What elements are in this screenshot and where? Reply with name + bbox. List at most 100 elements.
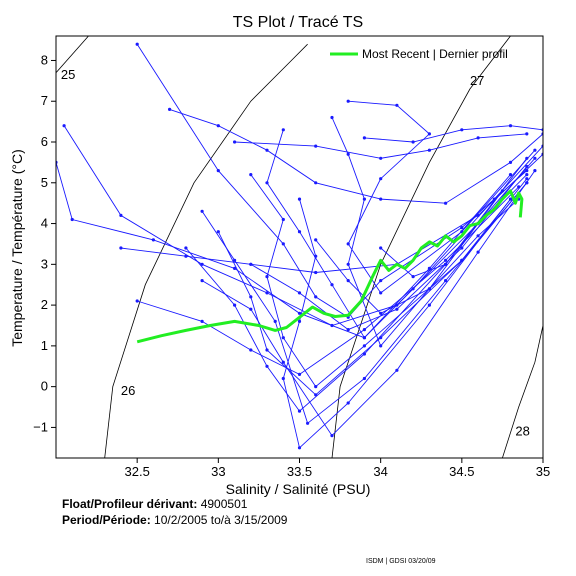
float-label: Float/Profileur dérivant: [62,497,198,511]
profile-point [476,213,480,217]
x-tick-label: 34 [373,464,387,479]
profile-point [273,319,277,323]
profile-point [265,291,269,295]
profile-point [233,266,237,270]
profile-point [525,173,529,177]
profile-point [362,376,366,381]
profile-point [460,246,464,250]
profile-point [314,385,318,389]
x-tick-label: 33.5 [287,464,312,479]
profile-point [427,266,431,270]
profile-point [346,152,350,156]
y-tick-label: 4 [41,216,48,231]
profile-point [314,254,318,258]
profile-point [297,446,302,450]
profile-point [362,344,366,348]
profile-point [427,148,431,152]
profile-point [379,336,383,340]
profile-point [525,156,529,160]
profile-point [460,128,464,132]
profile-line [347,100,536,294]
profile-point [249,173,253,177]
profile-point [297,319,302,323]
period-label: Period/Période: [62,513,151,527]
period-info: Period/Période: 10/2/2005 to/à 3/15/2009 [62,513,287,527]
profile-point [395,368,399,372]
x-axis-ticks: 32.5 33 33.5 34 34.5 35 [125,458,550,479]
profile-point [444,279,448,283]
profile-line [282,198,511,449]
profile-point [216,230,220,234]
profile-point [135,299,139,303]
x-tick-label: 32.5 [125,464,150,479]
profile-point [346,99,350,103]
profile-point [135,42,139,46]
profile-point [297,372,302,376]
profile-point [525,164,529,169]
profile-line [364,125,543,143]
profile-point [200,209,204,213]
profile-point [379,197,383,201]
profile-point [265,348,269,352]
profile-point [265,148,269,152]
profile-point [249,348,253,352]
profile-point [200,262,204,266]
legend-label-most-recent: Most Recent | Dernier profil [362,47,508,61]
float-info: Float/Profileur dérivant: 4900501 [62,497,247,511]
isopleth-label-26: 26 [121,383,135,398]
profile-point [119,246,123,250]
y-tick-label: 3 [41,256,48,271]
profile-point [330,283,334,287]
profile-point [379,279,383,283]
profile-point [379,156,383,160]
profile-point [362,336,366,340]
profile-point [233,258,237,262]
isopleth-line-25 [56,36,89,73]
profile-point [476,234,480,238]
profile-point [330,115,334,120]
profile-point [314,295,318,299]
profile-point [427,287,431,291]
profile-point [281,217,285,222]
profile-point [62,124,66,128]
profile-point [119,213,123,217]
profile-point [249,307,253,311]
profile-point [216,124,220,128]
x-axis-label: Salinity / Salinité (PSU) [226,481,371,497]
profile-line [250,174,528,388]
profile-point [346,242,350,246]
profile-point [184,246,188,250]
profile-point [233,140,237,144]
profile-point [249,262,253,266]
profile-point [362,328,366,332]
profile-point [281,376,285,381]
profile-line [201,170,536,437]
profile-point [508,160,513,164]
profile-point [297,311,302,315]
profile-point [517,185,521,189]
profile-line [250,166,528,331]
profile-point [525,132,529,136]
profile-point [525,177,529,181]
profile-point [379,311,383,315]
profile-point [379,344,383,348]
y-tick-label: 2 [41,297,48,312]
profile-point [184,254,188,258]
profile-point [444,262,448,266]
y-tick-label: −1 [33,419,48,434]
profile-point [533,148,537,152]
profile-point [346,262,350,266]
profile-point [533,156,537,160]
profile-point [460,226,464,230]
profile-line [234,133,527,159]
profile-line [120,153,543,273]
isopleth-label-25: 25 [61,67,75,82]
profile-point [379,246,383,250]
profile-point [362,136,366,140]
y-tick-label: 6 [41,134,48,149]
profile-point [476,250,480,254]
y-tick-label: 7 [41,93,48,108]
float-value: 4900501 [200,497,248,511]
profile-point [281,128,285,132]
y-tick-label: 5 [41,175,48,190]
